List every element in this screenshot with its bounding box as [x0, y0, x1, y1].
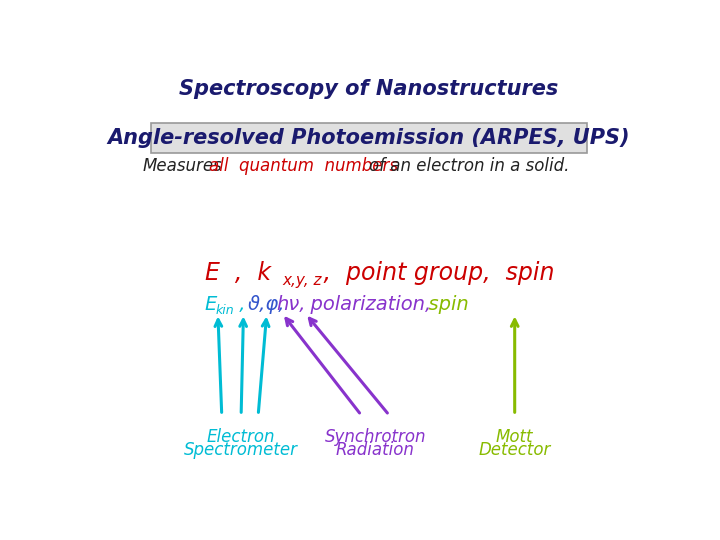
Text: spin: spin — [415, 295, 468, 314]
Text: Synchrotron: Synchrotron — [325, 428, 426, 446]
Text: of an electron in a solid.: of an electron in a solid. — [369, 158, 570, 176]
Text: Electron: Electron — [207, 428, 275, 446]
Text: Radiation: Radiation — [336, 441, 415, 460]
Text: hν,: hν, — [276, 295, 305, 314]
Text: x,y, z: x,y, z — [282, 273, 322, 288]
Text: Angle-resolved Photoemission (ARPES, UPS): Angle-resolved Photoemission (ARPES, UPS… — [108, 128, 630, 148]
Text: ,: , — [233, 295, 246, 314]
Text: Spectrometer: Spectrometer — [184, 441, 298, 460]
Text: Measures: Measures — [143, 158, 222, 176]
Text: Spectroscopy of Nanostructures: Spectroscopy of Nanostructures — [179, 79, 559, 99]
FancyBboxPatch shape — [151, 123, 587, 153]
Text: Detector: Detector — [479, 441, 551, 460]
Text: all  quantum  numbers: all quantum numbers — [210, 158, 398, 176]
Text: polarization,: polarization, — [297, 295, 431, 314]
Text: E: E — [204, 295, 217, 314]
Text: ϑ,φ,: ϑ,φ, — [248, 295, 285, 314]
Text: Mott: Mott — [496, 428, 534, 446]
Text: kin: kin — [215, 303, 234, 316]
Text: E  ,  k: E , k — [204, 261, 271, 286]
Text: ,  point group,  spin: , point group, spin — [315, 261, 554, 286]
